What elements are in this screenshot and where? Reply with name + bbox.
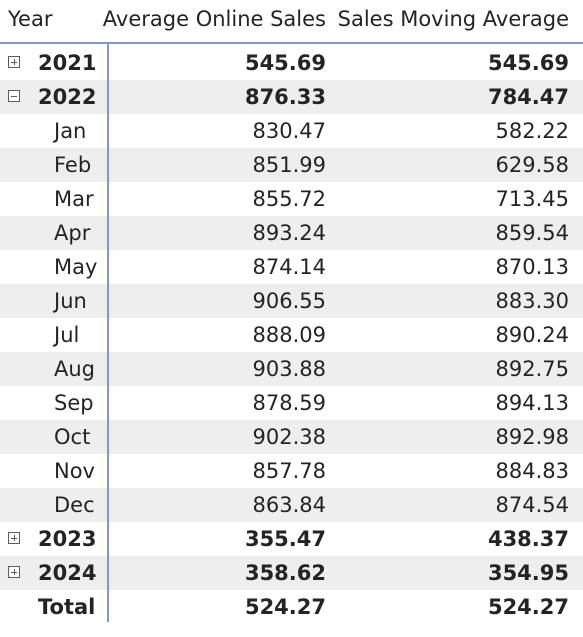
table-row-month: May 874.14 870.13 [0, 250, 583, 284]
sales-moving-average-value: 892.98 [495, 425, 569, 449]
sales-moving-average-value: 545.69 [487, 51, 569, 75]
column-header-row: Year Average Online Sales Sales Moving A… [0, 0, 583, 44]
table-row-month: Oct 902.38 892.98 [0, 420, 583, 454]
month-label: Feb [54, 153, 92, 177]
sales-moving-average-header[interactable]: Sales Moving Average [337, 7, 569, 31]
average-online-sales-value: 902.38 [252, 425, 326, 449]
month-label: Oct [54, 425, 91, 449]
total-label: Total [38, 595, 96, 619]
sales-moving-average-total: 524.27 [487, 595, 569, 619]
sales-moving-average-value: 884.83 [495, 459, 569, 483]
average-online-sales-value: 358.62 [244, 561, 326, 585]
matrix-body: 2021 545.69 545.69 2022 876.33 784.47 Ja… [0, 46, 583, 624]
average-online-sales-value: 906.55 [252, 289, 326, 313]
sales-moving-average-value: 784.47 [487, 85, 569, 109]
month-label: Jul [54, 323, 80, 347]
table-row-month: Apr 893.24 859.54 [0, 216, 583, 250]
table-row-month: Sep 878.59 894.13 [0, 386, 583, 420]
average-online-sales-value: 857.78 [252, 459, 326, 483]
year-label: 2022 [38, 85, 97, 109]
average-online-sales-value: 830.47 [252, 119, 326, 143]
sales-moving-average-value: 874.54 [495, 493, 569, 517]
average-online-sales-value: 863.84 [252, 493, 326, 517]
sales-moving-average-value: 438.37 [487, 527, 569, 551]
sales-moving-average-value: 883.30 [495, 289, 569, 313]
month-label: Apr [54, 221, 91, 245]
table-row-month: Jul 888.09 890.24 [0, 318, 583, 352]
sales-moving-average-value: 582.22 [495, 119, 569, 143]
expand-plus-icon[interactable] [8, 532, 20, 544]
table-row-month: Feb 851.99 629.58 [0, 148, 583, 182]
table-row-month: Jan 830.47 582.22 [0, 114, 583, 148]
average-online-sales-value: 888.09 [252, 323, 326, 347]
month-label: Jan [54, 119, 87, 143]
average-online-sales-value: 878.59 [252, 391, 326, 415]
table-row-month: Aug 903.88 892.75 [0, 352, 583, 386]
sales-moving-average-value: 354.95 [487, 561, 569, 585]
average-online-sales-total: 524.27 [244, 595, 326, 619]
month-label: Mar [54, 187, 94, 211]
average-online-sales-value: 855.72 [252, 187, 326, 211]
table-row-month: Nov 857.78 884.83 [0, 454, 583, 488]
average-online-sales-value: 893.24 [252, 221, 326, 245]
average-online-sales-header[interactable]: Average Online Sales [102, 7, 326, 31]
table-row-month: Mar 855.72 713.45 [0, 182, 583, 216]
month-label: Aug [54, 357, 96, 381]
table-row-2024: 2024 358.62 354.95 [0, 556, 583, 590]
sales-moving-average-value: 894.13 [495, 391, 569, 415]
month-label: May [54, 255, 98, 279]
table-row-2022: 2022 876.33 784.47 [0, 80, 583, 114]
sales-moving-average-value: 629.58 [495, 153, 569, 177]
average-online-sales-value: 545.69 [244, 51, 326, 75]
table-row-2023: 2023 355.47 438.37 [0, 522, 583, 556]
expand-plus-icon[interactable] [8, 56, 20, 68]
month-label: Jun [54, 289, 87, 313]
collapse-minus-icon[interactable] [8, 90, 20, 102]
year-column-header[interactable]: Year [8, 7, 53, 31]
sales-moving-average-value: 890.24 [495, 323, 569, 347]
month-label: Sep [54, 391, 94, 415]
month-label: Dec [54, 493, 95, 517]
average-online-sales-value: 876.33 [244, 85, 326, 109]
average-online-sales-value: 355.47 [244, 527, 326, 551]
year-label: 2023 [38, 527, 97, 551]
table-row-total: Total 524.27 524.27 [0, 590, 583, 624]
sales-moving-average-value: 892.75 [495, 357, 569, 381]
sales-moving-average-value: 713.45 [495, 187, 569, 211]
year-label: 2021 [38, 51, 97, 75]
month-label: Nov [54, 459, 95, 483]
table-row-2021: 2021 545.69 545.69 [0, 46, 583, 80]
sales-moving-average-value: 859.54 [495, 221, 569, 245]
table-row-month: Dec 863.84 874.54 [0, 488, 583, 522]
year-label: 2024 [38, 561, 97, 585]
table-row-month: Jun 906.55 883.30 [0, 284, 583, 318]
average-online-sales-value: 903.88 [252, 357, 326, 381]
average-online-sales-value: 874.14 [252, 255, 326, 279]
expand-plus-icon[interactable] [8, 566, 20, 578]
row-header-divider [107, 44, 109, 622]
sales-moving-average-value: 870.13 [495, 255, 569, 279]
average-online-sales-value: 851.99 [252, 153, 326, 177]
